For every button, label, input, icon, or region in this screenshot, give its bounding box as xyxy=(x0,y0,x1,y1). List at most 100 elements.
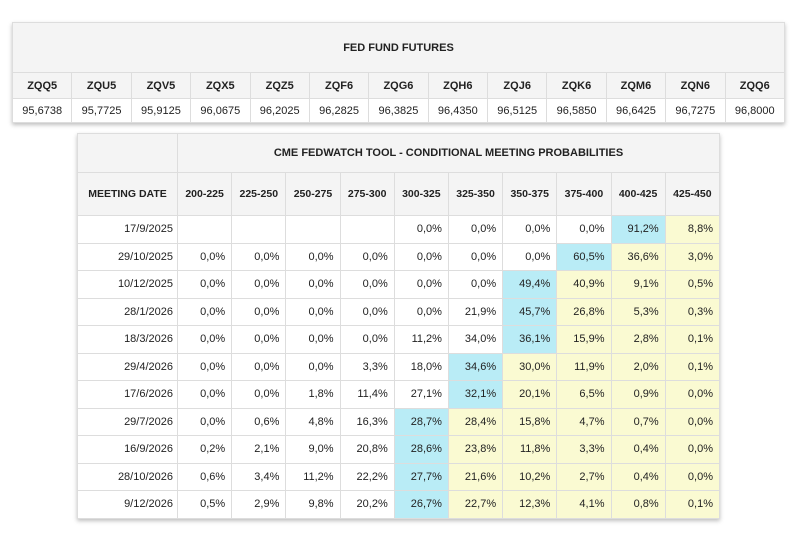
probability-cell: 3,3% xyxy=(556,435,612,464)
contract-header: ZQZ5 xyxy=(249,72,310,99)
probability-cell: 0,0% xyxy=(285,242,341,271)
probability-cell: 2,0% xyxy=(610,352,666,381)
meeting-date: 16/9/2026 xyxy=(77,435,178,464)
contract-price: 96,0675 xyxy=(190,98,251,123)
contract-header: ZQM6 xyxy=(605,72,667,99)
probability-cell xyxy=(339,215,395,244)
probability-cell: 0,0% xyxy=(393,242,449,271)
probability-cell: 40,9% xyxy=(556,270,612,299)
meeting-date: 28/1/2026 xyxy=(77,297,178,326)
contract-header: ZQK6 xyxy=(546,72,607,99)
probability-cell: 0,0% xyxy=(231,242,287,271)
probability-cell: 0,0% xyxy=(339,297,395,326)
contract-price: 96,2025 xyxy=(249,98,310,123)
probability-cell: 0,0% xyxy=(447,215,504,244)
probability-cell: 10,2% xyxy=(502,462,558,491)
meeting-date: 29/7/2026 xyxy=(77,407,178,436)
probability-cell: 36,6% xyxy=(610,242,666,271)
probability-cell: 0,3% xyxy=(664,297,721,326)
probability-cell: 22,2% xyxy=(339,462,395,491)
probability-cell: 0,0% xyxy=(664,407,721,436)
probability-cell: 0,4% xyxy=(610,435,666,464)
probability-cell: 0,0% xyxy=(664,380,721,409)
contract-price: 95,9125 xyxy=(130,98,192,123)
contract-header: ZQV5 xyxy=(130,72,192,99)
probability-cell: 18,0% xyxy=(393,352,449,381)
probability-cell: 3,4% xyxy=(231,462,287,491)
probability-cell: 20,2% xyxy=(339,490,395,519)
probability-cell: 0,0% xyxy=(176,352,233,381)
probability-cell: 12,3% xyxy=(502,490,558,519)
probability-cell: 4,1% xyxy=(556,490,612,519)
probability-cell: 34,0% xyxy=(447,325,504,354)
meeting-date-header: MEETING DATE xyxy=(77,172,178,216)
table-row: 18/3/2026 0,0% 0,0% 0,0% 0,0% 11,2% 34,0% 36,1%… xyxy=(77,325,721,354)
rate-range-header: 300-325 xyxy=(393,172,449,216)
futures-title: FED FUND FUTURES xyxy=(12,22,785,73)
rate-range-header: 225-250 xyxy=(231,172,287,216)
probability-cell: 0,0% xyxy=(339,270,395,299)
probability-cell: 16,3% xyxy=(339,407,395,436)
probability-cell: 23,8% xyxy=(447,435,504,464)
probability-cell: 8,8% xyxy=(664,215,721,244)
contract-header: ZQX5 xyxy=(190,72,251,99)
probability-cell: 0,1% xyxy=(664,490,721,519)
rate-range-header: 400-425 xyxy=(610,172,666,216)
probability-cell: 0,0% xyxy=(176,297,233,326)
probability-cell: 0,0% xyxy=(447,270,504,299)
probability-cell: 0,0% xyxy=(339,325,395,354)
probability-cell: 15,8% xyxy=(502,407,558,436)
probability-cell: 5,3% xyxy=(610,297,666,326)
rate-range-header: 350-375 xyxy=(502,172,558,216)
probability-cell: 0,7% xyxy=(610,407,666,436)
probability-cell: 3,0% xyxy=(664,242,721,271)
probability-cell: 0,0% xyxy=(231,270,287,299)
probability-cell: 2,9% xyxy=(231,490,287,519)
probability-cell: 0,0% xyxy=(176,270,233,299)
probability-cell: 45,7% xyxy=(502,297,558,326)
table-row: 9/12/2026 0,5% 2,9% 9,8% 20,2% 26,7% 22,7% 12,3… xyxy=(77,490,721,519)
probability-cell: 22,7% xyxy=(447,490,504,519)
probability-cell: 21,6% xyxy=(447,462,504,491)
probability-cell: 0,6% xyxy=(176,462,233,491)
probability-cell: 0,8% xyxy=(610,490,666,519)
probability-cell: 3,3% xyxy=(339,352,395,381)
probability-cell: 0,0% xyxy=(176,325,233,354)
probability-cell: 11,2% xyxy=(285,462,341,491)
table-row: 28/1/2026 0,0% 0,0% 0,0% 0,0% 0,0% 21,9% 45,7% 2… xyxy=(77,297,721,326)
probability-cell: 34,6% xyxy=(447,352,504,381)
table-row: 28/10/2026 0,6% 3,4% 11,2% 22,2% 27,7% 21,6% 10… xyxy=(77,462,721,491)
meeting-date: 28/10/2026 xyxy=(77,462,178,491)
probability-cell xyxy=(231,215,287,244)
contract-price: 95,7725 xyxy=(71,98,132,123)
probability-cell: 0,0% xyxy=(285,297,341,326)
probability-cell: 20,8% xyxy=(339,435,395,464)
probability-cell: 1,8% xyxy=(285,380,341,409)
probability-cell: 91,2% xyxy=(610,215,666,244)
probability-cell: 0,0% xyxy=(393,215,449,244)
probability-cell: 0,0% xyxy=(231,297,287,326)
meeting-date: 29/4/2026 xyxy=(77,352,178,381)
probability-cell: 26,8% xyxy=(556,297,612,326)
probability-cell: 28,4% xyxy=(447,407,504,436)
probability-cell: 0,0% xyxy=(339,242,395,271)
contract-price: 96,3825 xyxy=(368,98,429,123)
probability-cell: 11,2% xyxy=(393,325,449,354)
probability-cell: 27,1% xyxy=(393,380,449,409)
probability-cell: 2,8% xyxy=(610,325,666,354)
probability-cell: 28,7% xyxy=(393,407,449,436)
probability-cell: 0,0% xyxy=(285,352,341,381)
probability-cell: 0,9% xyxy=(610,380,666,409)
probability-cell: 9,0% xyxy=(285,435,341,464)
probability-cell: 0,1% xyxy=(664,352,721,381)
probability-cell: 0,0% xyxy=(231,380,287,409)
probability-cell: 49,4% xyxy=(502,270,558,299)
table-row: 29/10/2025 0,0% 0,0% 0,0% 0,0% 0,0% 0,0% 0,0% 60… xyxy=(77,242,721,271)
contract-header: ZQG6 xyxy=(368,72,429,99)
probability-cell: 4,7% xyxy=(556,407,612,436)
probability-cell: 2,1% xyxy=(231,435,287,464)
probability-cell: 32,1% xyxy=(447,380,504,409)
probability-cell: 30,0% xyxy=(502,352,558,381)
meeting-date: 9/12/2026 xyxy=(77,490,178,519)
probability-cell: 0,0% xyxy=(285,325,341,354)
